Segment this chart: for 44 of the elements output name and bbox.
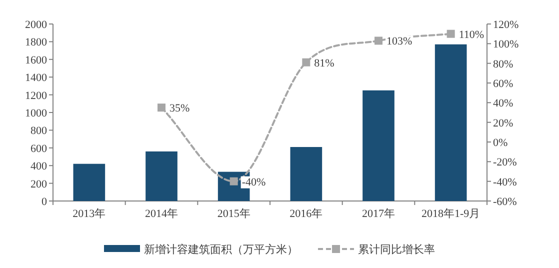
point: [230, 177, 238, 186]
y-tick-label: 400: [30, 160, 48, 173]
bar: [73, 164, 106, 201]
point: [446, 30, 455, 38]
y2-tick-label: 60%: [493, 78, 514, 90]
y2-tick-label: 40%: [493, 98, 514, 110]
x-tick-label: 2015年: [217, 208, 250, 220]
bar: [290, 147, 322, 201]
x-tick-label: 2017年: [362, 208, 395, 220]
x-tick-label: 2018年1-9月: [421, 208, 480, 220]
y2-tick-label: -60%: [493, 196, 517, 208]
data-label: 35%: [170, 102, 190, 115]
bar: [362, 90, 394, 201]
x-tick-label: 2014年: [145, 208, 178, 220]
x-tick-label: 2013年: [72, 208, 106, 220]
legend-label: 新增计容建筑面积（万平方米）: [144, 243, 298, 256]
y2-tick-label: 20%: [493, 117, 514, 130]
point: [302, 58, 310, 66]
y2-tick-label: 120%: [493, 19, 519, 31]
y-tick-label: 0: [42, 196, 48, 208]
y-tick-label: 200: [30, 178, 48, 190]
legend-label: 累计同比增长率: [358, 243, 435, 256]
y-tick-label: 800: [30, 125, 48, 138]
y-tick-label: 1200: [25, 90, 48, 102]
data-label: 81%: [314, 57, 334, 70]
y-tick-label: 1400: [25, 72, 48, 84]
bar: [146, 151, 178, 201]
y-tick-label: 2000: [25, 19, 48, 31]
y-tick-label: 1600: [25, 54, 48, 66]
data-label: -40%: [242, 176, 266, 188]
y2-tick-label: 80%: [493, 58, 514, 70]
data-label: 103%: [386, 36, 412, 48]
y-tick-label: 1000: [25, 108, 48, 120]
point: [374, 36, 382, 45]
data-label: 110%: [458, 28, 484, 41]
x-tick-label: 2016年: [290, 208, 323, 220]
y2-tick-label: -20%: [493, 156, 517, 169]
bar: [434, 44, 467, 201]
y-tick-label: 1800: [25, 36, 48, 49]
point: [158, 104, 166, 112]
y2-tick-label: 100%: [493, 38, 519, 51]
y2-tick-label: 0%: [493, 137, 508, 149]
y2-tick-label: -40%: [493, 176, 517, 188]
y-tick-label: 600: [30, 142, 48, 155]
